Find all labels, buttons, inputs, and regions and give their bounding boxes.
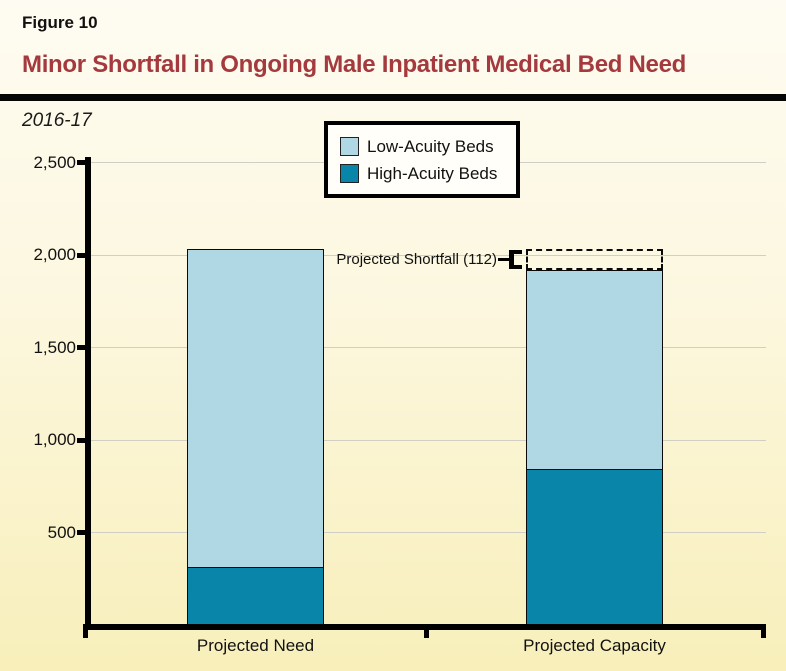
projected-shortfall-dashed-box bbox=[526, 249, 663, 270]
bar-0-high-acuity-segment bbox=[187, 567, 324, 625]
legend-item-1: High-Acuity Beds bbox=[340, 160, 506, 187]
y-axis-tick-label: 2,000 bbox=[33, 245, 76, 264]
legend-item-label: Low-Acuity Beds bbox=[367, 136, 494, 156]
y-axis-tick-label: 2,500 bbox=[33, 152, 76, 172]
gridline-2000 bbox=[91, 254, 766, 256]
x-axis-tick-0 bbox=[83, 624, 88, 638]
x-axis-category-label: Projected Capacity bbox=[523, 636, 666, 655]
y-axis-tick-2000 bbox=[77, 252, 86, 258]
shortfall-annotation-label: Projected Shortfall (112) bbox=[336, 251, 497, 268]
figure-title: Minor Shortfall in Ongoing Male Inpatien… bbox=[22, 51, 686, 78]
title-divider-rule bbox=[0, 94, 786, 101]
x-axis-category-label: Projected Need bbox=[196, 636, 315, 655]
legend-item-0: Low-Acuity Beds bbox=[340, 133, 506, 160]
bar-0-low-acuity-segment bbox=[187, 249, 324, 569]
y-axis-tick-label: 500 bbox=[47, 522, 76, 542]
legend-item-label: High-Acuity Beds bbox=[367, 163, 498, 183]
bar-1-low-acuity-segment bbox=[526, 269, 663, 471]
legend-swatch-icon bbox=[340, 164, 359, 183]
gridline-500 bbox=[91, 532, 766, 533]
y-axis-line bbox=[85, 157, 91, 630]
gridline-1000 bbox=[91, 439, 766, 441]
y-axis-tick-1000 bbox=[77, 437, 86, 443]
figure-label: Figure 10 bbox=[22, 13, 98, 32]
x-axis-tick-1 bbox=[424, 624, 429, 638]
y-axis-tick-label: 1,500 bbox=[33, 337, 76, 357]
x-axis-tick-2 bbox=[761, 624, 766, 638]
chart-legend: Low-Acuity Beds High-Acuity Beds bbox=[324, 121, 520, 198]
y-axis-tick-500 bbox=[77, 530, 86, 535]
bar-1-high-acuity-segment bbox=[526, 469, 663, 625]
fiscal-year-label: 2016-17 bbox=[22, 110, 92, 131]
y-axis-tick-label: 1,000 bbox=[33, 430, 76, 449]
annotation-bracket bbox=[509, 250, 522, 269]
y-axis-tick-2500 bbox=[77, 160, 86, 165]
gridline-1500 bbox=[91, 347, 766, 348]
y-axis-tick-1500 bbox=[77, 345, 86, 350]
legend-swatch-icon bbox=[340, 137, 359, 156]
annotation-connector-dash bbox=[498, 258, 509, 261]
